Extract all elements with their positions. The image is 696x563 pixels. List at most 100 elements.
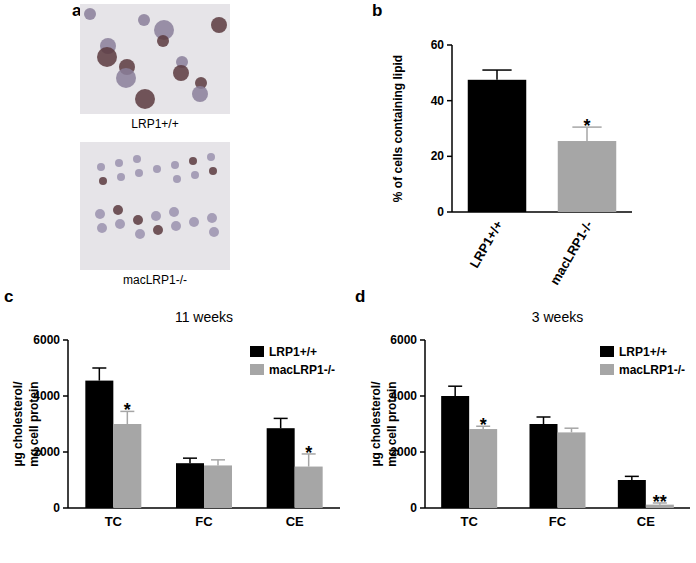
cell (189, 157, 197, 165)
error-bar (183, 458, 197, 463)
error-bar-stem (280, 418, 282, 428)
cell (189, 217, 199, 227)
cell (97, 223, 107, 233)
significance-marker: * (124, 400, 131, 420)
micrograph-background (80, 142, 230, 270)
cell (209, 227, 219, 237)
cell (191, 171, 199, 179)
y-tick (420, 451, 425, 453)
y-tick (447, 100, 452, 102)
background (0, 0, 696, 563)
image-caption: LRP1+/+ (131, 117, 178, 131)
cell (135, 89, 155, 109)
y-tick (63, 339, 68, 341)
cell (116, 68, 136, 88)
y-tick (420, 339, 425, 341)
error-bar (211, 460, 225, 466)
x-tick-label: macLRP1-/- (547, 218, 596, 287)
legend-swatch (250, 346, 264, 357)
error-bar (92, 368, 106, 381)
y-tick-label: 4000 (390, 389, 417, 403)
y-tick-label: 60 (431, 38, 445, 52)
bar (441, 396, 469, 508)
chart-title: 3 weeks (532, 309, 583, 325)
y-tick (447, 156, 452, 158)
panel-label: d (355, 287, 365, 306)
micrograph (80, 4, 230, 114)
image-caption: macLRP1-/- (123, 273, 187, 287)
y-axis (424, 340, 426, 508)
error-bar-stem (543, 417, 545, 424)
marks (468, 70, 617, 212)
error-bar-cap (482, 69, 511, 71)
error-bar (482, 70, 511, 80)
cell (84, 8, 96, 20)
y-tick-label: 2000 (33, 445, 60, 459)
x-tick-label: CE (286, 514, 304, 529)
y-tick-label: 0 (410, 501, 417, 515)
error-bar (274, 418, 288, 428)
x-tick-label: CE (637, 514, 655, 529)
y-tick-label: 6000 (33, 333, 60, 347)
y-tick (420, 395, 425, 397)
legend-swatch (250, 364, 264, 375)
error-bar-stem (189, 458, 191, 463)
significance-marker: * (480, 415, 487, 435)
legend-label: macLRP1-/- (619, 363, 685, 377)
cell (151, 211, 161, 221)
panel-label: c (4, 287, 13, 306)
x-tick-label: FC (195, 514, 213, 529)
chart-panel: c11 weeksµg cholesterol/mg cell protein0… (4, 287, 340, 529)
cell (115, 219, 125, 229)
cell (97, 163, 105, 171)
legend-label: LRP1+/+ (619, 345, 667, 359)
error-bar-cap (274, 418, 288, 420)
cell (135, 229, 145, 239)
y-tick-label: 4000 (33, 389, 60, 403)
cell (135, 169, 143, 177)
cell (211, 17, 227, 33)
cell (95, 209, 105, 219)
y-tick (63, 451, 68, 453)
cell (192, 86, 208, 102)
y-axis-label: µg cholesterol/ (11, 381, 25, 467)
legend-swatch (600, 364, 614, 375)
cell (113, 205, 123, 215)
bar (468, 80, 527, 212)
y-axis (67, 340, 69, 508)
cell (171, 221, 181, 231)
x-tick-label: LRP1+/+ (467, 218, 506, 271)
y-tick-label: 0 (53, 501, 60, 515)
cell (207, 213, 217, 223)
bar (113, 424, 141, 508)
y-tick-label: 20 (431, 149, 445, 163)
cell (99, 177, 107, 185)
bar (295, 467, 323, 508)
significance-marker: * (305, 443, 312, 463)
cell (97, 47, 117, 67)
x-tick-label: TC (105, 514, 123, 529)
bar (530, 424, 558, 508)
error-bar-cap (211, 459, 225, 461)
micrograph (80, 142, 230, 270)
legend-label: LRP1+/+ (269, 345, 317, 359)
y-tick (63, 395, 68, 397)
error-bar-cap (565, 427, 579, 429)
legend: LRP1+/+macLRP1-/- (250, 345, 335, 377)
y-axis-label: % of cells containing lipid (391, 55, 405, 202)
y-tick (447, 211, 452, 213)
cell (157, 35, 169, 47)
cell (173, 175, 181, 183)
cell (173, 65, 189, 81)
error-bar (565, 428, 579, 432)
error-bar (625, 476, 639, 480)
micrograph-background (80, 4, 230, 114)
panel-label: b (372, 1, 382, 20)
y-tick (447, 44, 452, 46)
error-bar (448, 386, 462, 396)
legend: LRP1+/+ macLRP1-/- (600, 345, 685, 377)
y-axis (451, 45, 453, 212)
error-bar (537, 417, 551, 424)
significance-marker: ** (653, 492, 667, 512)
y-tick-label: 2000 (390, 445, 417, 459)
